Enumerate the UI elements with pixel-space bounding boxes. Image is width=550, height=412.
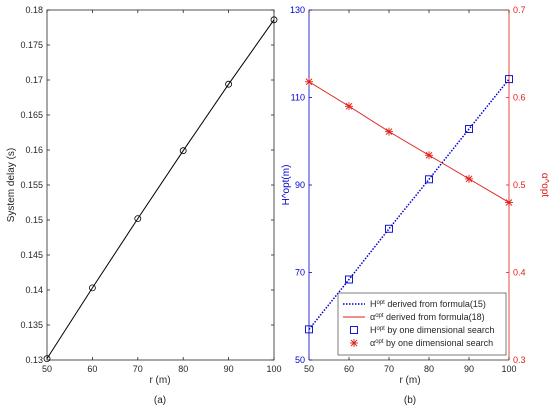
panel-b-x-ticks: 50 60 70 80 90 100 (304, 10, 517, 374)
panel-b-series-line-0 (308, 78, 510, 330)
legend-label-h-search: Hopt by one dimensional search (370, 325, 494, 335)
panel-a-data-point (43, 355, 51, 363)
panel-b-left-tick-label: 50 (295, 355, 305, 365)
legend-label-alpha-formula: αopt derived from formula(18) (370, 312, 485, 322)
panel-a-data-point (225, 80, 233, 88)
legend-label-alpha-search-sup: opt (375, 339, 384, 345)
legend-label-alpha-search: αopt by one dimensional search (370, 338, 493, 348)
panel-b-left-y-ticks: 50 70 90 110 130 (290, 5, 312, 365)
panel-a-y-tick-label: 0.18 (25, 5, 43, 15)
legend-entry-alpha-search: αopt by one dimensional search (350, 338, 493, 348)
panel-b-x-tick-label: 70 (384, 364, 394, 374)
panel-b-right-y-label: α^opt (539, 173, 550, 198)
panel-a-data-point (270, 16, 278, 24)
panel-b-right-tick-label: 0.4 (513, 268, 526, 278)
legend-label-h-search-sup: opt (377, 326, 386, 332)
legend-label-alpha-formula-main: α (370, 312, 375, 322)
panel-b-x-tick-label: 60 (344, 364, 354, 374)
panel-a-series (43, 16, 278, 363)
legend-label-alpha-formula-sup: opt (375, 313, 384, 319)
panel-b-x-tick-label: 80 (424, 364, 434, 374)
legend-entry-h-formula: Hopt derived from formula(15) (343, 299, 486, 309)
panel-a-data-point (134, 215, 142, 223)
panel-b-x-tick-label: 50 (304, 364, 314, 374)
panel-a-x-tick-label: 100 (266, 364, 281, 374)
legend-entry-h-search: Hopt by one dimensional search (350, 325, 494, 335)
panel-b-square-marker (345, 275, 353, 284)
panel-b-asterisk-marker (345, 102, 353, 111)
panel-b-asterisk-marker (505, 198, 513, 207)
panel-b-square-marker (305, 325, 313, 334)
panel-b-left-tick-label: 90 (295, 180, 305, 190)
legend: Hopt derived from formula(15) αopt deriv… (337, 292, 507, 356)
panel-b-square-marker (465, 125, 473, 133)
panel-a-x-tick-label: 60 (87, 364, 97, 374)
legend-box (337, 292, 507, 356)
panel-b-x-label: r (m) (399, 375, 420, 386)
panel-a-x-tick-label: 80 (178, 364, 188, 374)
panel-a-x-label: r (m) (149, 375, 170, 386)
panel-b-x-tick-label: 100 (501, 364, 516, 374)
panel-a-x-tick-label: 90 (224, 364, 234, 374)
panel-b-x-tick-label: 90 (464, 364, 474, 374)
panel-a-x-ticks: 50 60 70 80 90 100 (42, 10, 282, 374)
panel-a-x-tick-label: 50 (42, 364, 52, 374)
panel-b-left-tick-label: 70 (295, 268, 305, 278)
legend-label-h-formula-sup: opt (377, 300, 386, 306)
panel-a-x-tick-label: 70 (133, 364, 143, 374)
legend-label-h-formula-main: H (370, 299, 377, 309)
panel-a-y-tick-label: 0.13 (25, 355, 43, 365)
legend-label-alpha-search-main: α (370, 338, 375, 348)
panel-a-y-tick-label: 0.16 (25, 145, 43, 155)
legend-label-h-search-rest: by one dimensional search (385, 325, 495, 335)
legend-label-h-formula: Hopt derived from formula(15) (370, 299, 486, 309)
legend-label-h-formula-rest: derived from formula(15) (385, 299, 486, 309)
legend-label-h-search-main: H (370, 325, 377, 335)
panel-b-asterisk-marker (425, 151, 433, 160)
panel-a-y-tick-label: 0.14 (25, 285, 43, 295)
panel-b-asterisk-marker (385, 127, 393, 136)
panel-b-right-tick-label: 0.7 (513, 5, 526, 15)
panel-a-y-tick-label: 0.15 (25, 215, 43, 225)
panel-b-left-tick-label: 130 (290, 5, 305, 15)
panel-a-y-tick-label: 0.135 (20, 320, 43, 330)
legend-label-alpha-search-rest: by one dimensional search (384, 338, 494, 348)
panel-b-right-tick-label: 0.5 (513, 180, 526, 190)
legend-square-marker-icon (350, 326, 358, 334)
panel-a-series-line (46, 19, 275, 359)
panel-a-y-tick-label: 0.145 (20, 250, 43, 260)
legend-label-alpha-formula-rest: derived from formula(18) (384, 312, 485, 322)
legend-asterisk-marker-icon (350, 339, 358, 347)
panel-b-square-marker (385, 224, 393, 233)
panel-b-asterisk-marker (465, 174, 473, 183)
panel-a-y-ticks: 0.13 0.135 0.14 0.145 0.15 0.155 0.16 0.165 0.17… (20, 5, 274, 365)
panel-b-left-tick-label: 110 (291, 93, 305, 103)
panel-b-square-marker (425, 175, 433, 184)
panel-b-caption: (b) (404, 395, 416, 406)
panel-a-data-point (179, 147, 187, 155)
panel-a-y-tick-label: 0.175 (20, 40, 43, 50)
panel-b-asterisk-marker (305, 77, 313, 86)
panel-a-y-label: System delay (s) (6, 148, 17, 222)
panel-b-left-y-label: H^opt(m) (281, 165, 292, 206)
panel-a: 50 60 70 80 90 100 0.13 0.135 0.14 0.145 0.15 0.15… (6, 5, 282, 406)
panel-a-data-point (89, 284, 96, 292)
panel-a-caption: (a) (154, 395, 166, 406)
panel-b-right-tick-label: 0.6 (513, 93, 526, 103)
panel-b-series (305, 75, 513, 334)
panel-b-right-y-ticks: 0.3 0.4 0.5 0.6 0.7 (506, 5, 526, 365)
panel-b-right-tick-label: 0.3 (513, 355, 526, 365)
panel-b-square-marker (505, 75, 513, 84)
legend-entry-alpha-formula: αopt derived from formula(18) (343, 312, 485, 322)
panel-b-series-line-1 (308, 81, 510, 203)
panel-a-y-tick-label: 0.155 (20, 180, 43, 190)
panel-a-y-tick-label: 0.17 (25, 75, 43, 85)
panel-a-y-tick-label: 0.165 (20, 110, 43, 120)
